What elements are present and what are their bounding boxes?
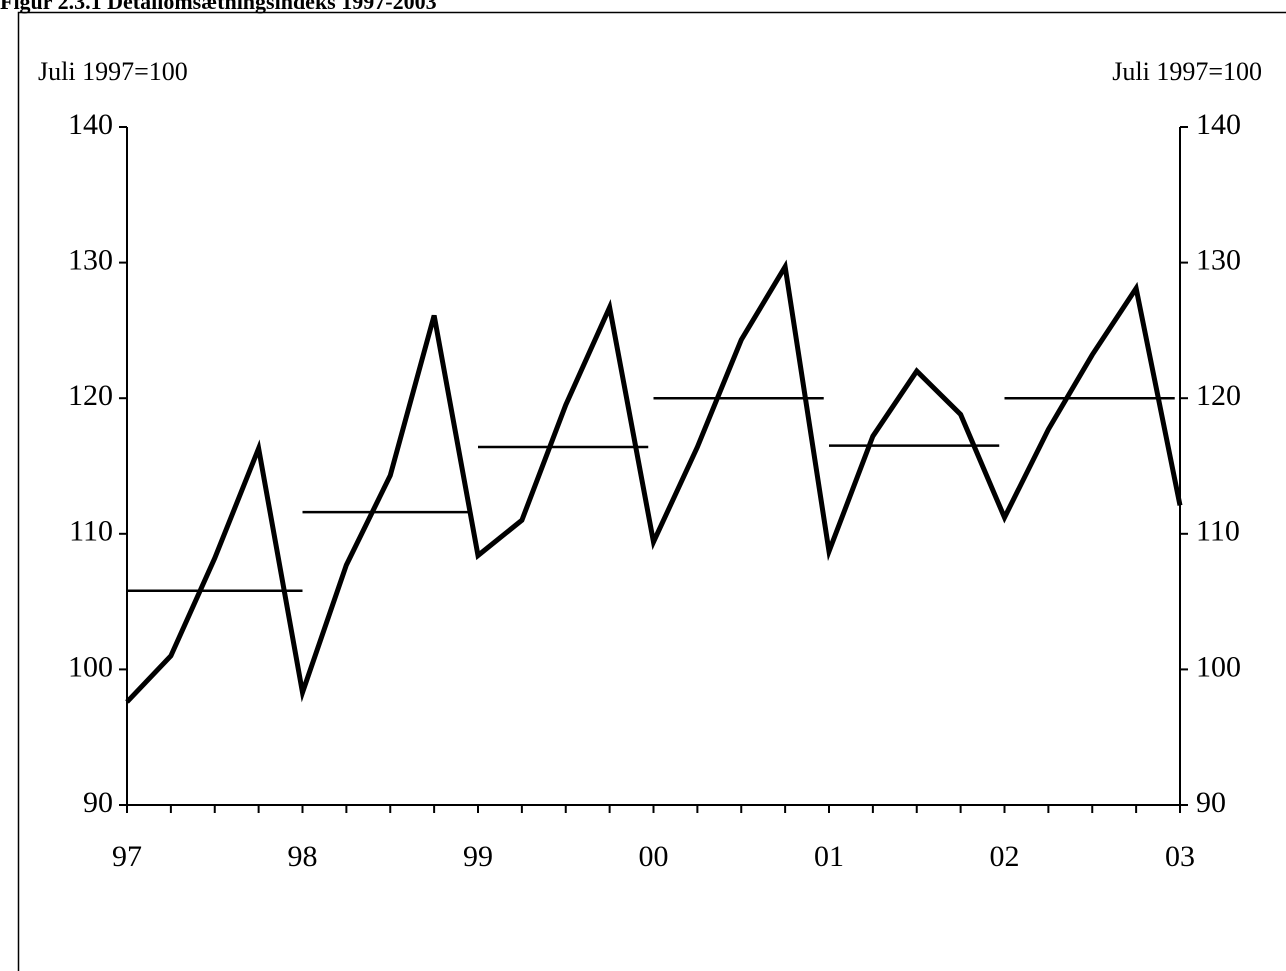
x-tick-label: 98 [288, 840, 318, 873]
y2-tick-label: 90 [1196, 786, 1226, 819]
y-tick-label: 130 [68, 243, 113, 276]
y-tick-label: 100 [68, 650, 113, 683]
y2-tick-label: 120 [1196, 379, 1241, 412]
y-tick-label: 110 [69, 515, 113, 548]
y2-tick-label: 130 [1196, 243, 1241, 276]
chart-title: Figur 2.3.1 Detailomsætningsindeks 1997-… [0, 0, 437, 14]
y2-tick-label: 140 [1196, 108, 1241, 141]
y2-tick-label: 100 [1196, 650, 1241, 683]
frame [17, 11, 1286, 971]
x-tick-label: 99 [463, 840, 493, 873]
y-tick-label: 90 [83, 786, 113, 819]
y2-tick-label: 110 [1196, 515, 1240, 548]
x-tick-label: 97 [112, 840, 142, 873]
y2-axis-unit: Juli 1997=100 [1112, 57, 1262, 86]
line-series [125, 259, 1183, 704]
y-axis-unit: Juli 1997=100 [38, 57, 188, 86]
y-tick-label: 120 [68, 379, 113, 412]
x-tick-label: 01 [814, 840, 844, 873]
y-tick-label: 140 [68, 108, 113, 141]
x-tick-label: 02 [990, 840, 1020, 873]
x-tick-label: 00 [639, 840, 669, 873]
x-tick-label: 03 [1165, 840, 1195, 873]
